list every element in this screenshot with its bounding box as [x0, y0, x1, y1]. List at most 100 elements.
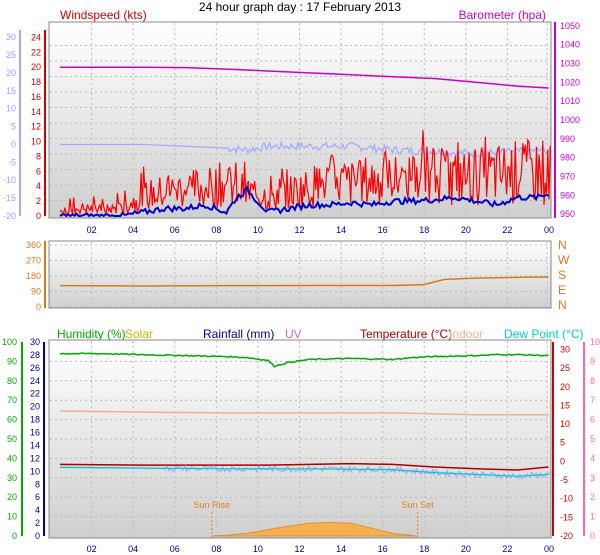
series-dewpoint — [59, 466, 549, 477]
baro-tick-label: 1040 — [560, 40, 580, 50]
uv-tick-label: 7 — [590, 395, 595, 405]
compass-label: S — [558, 268, 566, 282]
temp-panel-legend: Humidity (%) Solar Rainfall (mm) UV Temp… — [57, 327, 583, 341]
temp-x-tick-label: 22 — [502, 544, 512, 554]
baro-tick-label: 980 — [560, 153, 575, 163]
wind-x-tick-label: 14 — [336, 225, 346, 235]
dir-tick-label: 360 — [26, 240, 41, 250]
baro-tick-label: 960 — [560, 190, 575, 200]
temp-x-tick-label: 04 — [128, 544, 138, 554]
dir-tick-label: 0 — [36, 302, 41, 312]
windchill-tick-label: -10 — [3, 175, 16, 185]
temp-tick-label: -10 — [560, 494, 573, 504]
series-avgwind — [59, 185, 550, 218]
hum-tick-label: 30 — [7, 473, 17, 483]
rain-tick-label: 10 — [30, 466, 40, 476]
temp-x-tick-label: 02 — [87, 544, 97, 554]
rain-tick-label: 22 — [30, 389, 40, 399]
legend-dewpoint: Dew Point (°C) — [504, 327, 583, 341]
compass-label: N — [558, 298, 567, 312]
temp-x-tick-label: 10 — [253, 544, 263, 554]
hum-tick-label: 60 — [7, 415, 17, 425]
uv-tick-label: 10 — [590, 337, 600, 347]
temp-x-tick-label: 20 — [461, 544, 471, 554]
wind-x-tick-label: 12 — [294, 225, 304, 235]
windchill-tick-label: -20 — [3, 211, 16, 221]
hum-tick-label: 100 — [2, 337, 17, 347]
dir-tick-label: 270 — [26, 256, 41, 266]
wind-x-tick-label: 06 — [170, 225, 180, 235]
windchill-tick-label: -15 — [3, 193, 16, 203]
legend-solar: Solar — [125, 327, 153, 341]
wind-x-tick-label: 00 — [544, 225, 554, 235]
hum-tick-label: 0 — [12, 531, 17, 541]
series-baro — [60, 66, 549, 89]
compass-label: E — [558, 283, 566, 297]
rain-tick-label: 4 — [35, 505, 40, 515]
compass-label: W — [558, 253, 570, 267]
wind-tick-label: 18 — [31, 77, 41, 87]
hum-tick-label: 50 — [7, 434, 17, 444]
baro-tick-label: 970 — [560, 172, 575, 182]
rain-tick-label: 30 — [30, 337, 40, 347]
rain-tick-label: 14 — [30, 440, 40, 450]
dir-tick-label: 180 — [26, 271, 41, 281]
wind-tick-label: 12 — [31, 122, 41, 132]
windchill-tick-label: 20 — [6, 68, 16, 78]
hum-tick-label: 10 — [7, 512, 17, 522]
wind-tick-label: 4 — [36, 181, 41, 191]
sunrise-label: Sun Rise — [194, 500, 231, 510]
uv-tick-label: 9 — [590, 356, 595, 366]
series-temp — [59, 462, 549, 471]
temp-x-tick-label: 06 — [170, 544, 180, 554]
legend-uv: UV — [285, 327, 302, 341]
uv-tick-label: 0 — [590, 531, 595, 541]
wind-x-tick-label: 04 — [128, 225, 138, 235]
dir-tick-label: 90 — [31, 287, 41, 297]
chart-marks: 024681012141618202224-20-15-10-505101520… — [2, 21, 600, 554]
rain-tick-label: 28 — [30, 350, 40, 360]
baro-tick-label: 950 — [560, 209, 575, 219]
legend-temperature: Temperature (°C) — [360, 327, 452, 341]
temp-tick-label: -15 — [560, 512, 573, 522]
baro-tick-label: 1050 — [560, 21, 580, 31]
temp-tick-label: 15 — [560, 400, 570, 410]
hum-tick-label: 20 — [7, 492, 17, 502]
windchill-tick-label: 0 — [11, 139, 16, 149]
temp-x-tick-label: 18 — [419, 544, 429, 554]
temp-tick-label: 0 — [560, 456, 565, 466]
baro-tick-label: 1010 — [560, 96, 580, 106]
temp-tick-label: 5 — [560, 438, 565, 448]
sunset-label: Sun Set — [402, 500, 435, 510]
wind-tick-label: 10 — [31, 137, 41, 147]
baro-tick-label: 990 — [560, 134, 575, 144]
legend-humidity: Humidity (%) — [57, 327, 126, 341]
rain-tick-label: 16 — [30, 428, 40, 438]
barometer-axis-title: Barometer (hpa) — [459, 8, 546, 22]
windchill-tick-label: 10 — [6, 104, 16, 114]
wind-tick-label: 14 — [31, 107, 41, 117]
windchill-tick-label: 5 — [11, 122, 16, 132]
rain-tick-label: 2 — [35, 518, 40, 528]
rain-tick-label: 18 — [30, 415, 40, 425]
temp-x-tick-label: 14 — [336, 544, 346, 554]
wind-tick-label: 6 — [36, 166, 41, 176]
rain-tick-label: 6 — [35, 492, 40, 502]
wind-tick-label: 2 — [36, 196, 41, 206]
temp-x-tick-label: 16 — [378, 544, 388, 554]
wind-tick-label: 20 — [31, 62, 41, 72]
baro-tick-label: 1020 — [560, 77, 580, 87]
windchill-tick-label: 15 — [6, 86, 16, 96]
temp-tick-label: -20 — [560, 531, 573, 541]
rain-tick-label: 24 — [30, 376, 40, 386]
temp-x-tick-label: 12 — [294, 544, 304, 554]
wind-tick-label: 22 — [31, 47, 41, 57]
hum-tick-label: 80 — [7, 376, 17, 386]
baro-tick-label: 1030 — [560, 58, 580, 68]
windchill-tick-label: 25 — [6, 50, 16, 60]
baro-tick-label: 1000 — [560, 115, 580, 125]
uv-tick-label: 4 — [590, 453, 595, 463]
wind-x-tick-label: 18 — [419, 225, 429, 235]
